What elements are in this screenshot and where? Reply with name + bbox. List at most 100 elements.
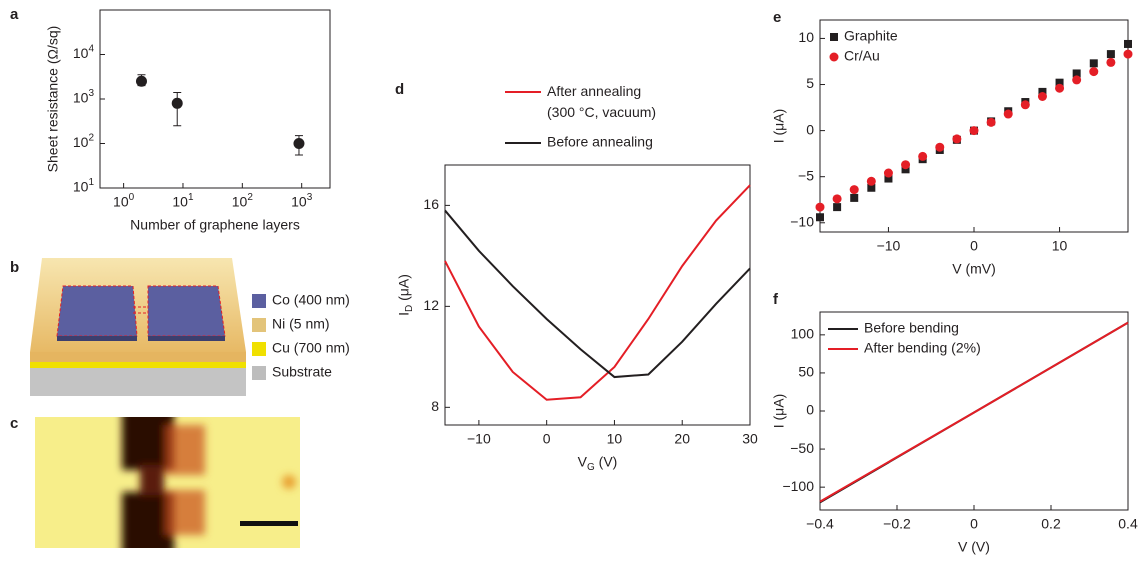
panel-label: b [10,259,19,276]
point [815,202,825,212]
y-axis-label: Sheet resistance (Ω/sq) [45,26,61,173]
line [819,321,1129,503]
y-axis-label: ID​ (μA) [396,274,415,316]
plot-frame [444,164,751,426]
panel-label: a [10,6,19,23]
x-tick-label: 0 [970,238,978,254]
x-tick-label: 103​ [291,192,313,210]
substrate [30,368,246,396]
x-tick-label: 0 [970,516,978,532]
y-tick-label: 100 [791,326,815,342]
legend-label: Graphite [844,28,898,44]
legend-swatch [252,366,266,380]
y-tick-label: 16 [423,196,439,212]
y-axis-label: I (μA) [771,394,787,429]
y-tick-label: 10 [798,29,814,45]
point [952,134,962,144]
y-tick-label: 12 [423,297,439,313]
point [969,126,979,136]
legend-label: Before bending [864,320,959,336]
x-tick-label: 10 [607,431,623,447]
point [171,97,183,109]
legend-label: After bending (2%) [864,340,981,356]
point [883,168,893,178]
x-tick-label: 30 [742,431,758,447]
legend-label: Cr/Au [844,48,880,64]
cu-layer [30,362,246,368]
legend-label: Before annealing [547,134,653,150]
legend-label: Co (400 nm) [272,292,350,308]
x-axis-label: V (V) [958,539,990,555]
x-axis-label: VG​ (V) [578,454,618,473]
point [918,151,928,161]
scale-bar [240,521,298,526]
y-tick-label: −5 [798,167,814,183]
legend-swatch [252,294,266,308]
legend-label: Substrate [272,364,332,380]
point [986,117,996,127]
electrode [147,285,226,337]
x-tick-label: 0.4 [1118,516,1138,532]
y-tick-label: 0 [806,121,814,137]
point [1038,87,1047,96]
point [832,194,842,204]
x-tick-label: 10 [1052,238,1068,254]
x-tick-label: −0.4 [806,516,834,532]
x-tick-label: −10 [467,431,491,447]
y-tick-label: 8 [431,398,439,414]
schematic: b Co (400 nm) Ni (5 nm) Cu (700 nm) Substra… [10,258,350,396]
micrograph: c [10,415,300,548]
point [901,165,910,174]
point [1124,39,1132,48]
point [1106,57,1116,67]
point [1055,78,1064,87]
y-tick-label: 101​ [73,177,95,195]
point [866,176,876,186]
x-tick-label: −10 [877,238,901,254]
x-tick-label: 20 [674,431,690,447]
electrode-side [57,336,137,341]
x-tick-label: 102​ [232,192,254,210]
point [1089,67,1099,77]
y-tick-label: 102​ [73,132,95,150]
x-tick-label: 100​ [113,192,135,210]
point [1072,75,1082,85]
plot-frame [99,9,331,189]
x-tick-label: −0.2 [883,516,911,532]
point [1072,69,1081,78]
legend-label: After annealing (300 °C, vacuum) [547,83,656,120]
error-bar [173,91,182,127]
electrode [56,285,138,337]
point [850,193,859,202]
x-axis-label: Number of graphene layers [130,217,300,233]
y-tick-label: 5 [806,75,814,91]
panel-label: c [10,415,18,432]
panel-label: e [773,9,781,26]
y-tick-label: 0 [806,402,814,418]
electrode-side [148,336,225,341]
legend-label: Ni (5 nm) [272,316,330,332]
point [935,142,945,152]
x-axis-label: V (mV) [952,261,996,277]
panel-label: f [773,291,779,308]
legend-swatch [252,318,266,332]
line [444,209,751,379]
point [1106,50,1115,59]
y-tick-label: 103​ [73,88,95,106]
point [816,213,824,222]
point [867,183,876,192]
y-axis-label: I (μA) [771,109,787,144]
legend-swatch [252,342,266,356]
y-tick-label: −100 [782,478,814,494]
y-tick-label: −10 [790,213,814,229]
y-tick-label: 50 [798,364,814,380]
point [1020,100,1030,110]
y-tick-label: −50 [790,440,814,456]
point [884,174,893,183]
point [849,185,859,195]
point [901,160,911,170]
x-tick-label: 101​ [172,192,194,210]
y-tick-label: 104​ [73,43,95,61]
point [1089,59,1098,68]
